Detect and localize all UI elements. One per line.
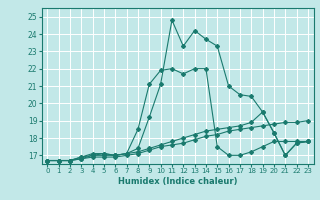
X-axis label: Humidex (Indice chaleur): Humidex (Indice chaleur)	[118, 177, 237, 186]
